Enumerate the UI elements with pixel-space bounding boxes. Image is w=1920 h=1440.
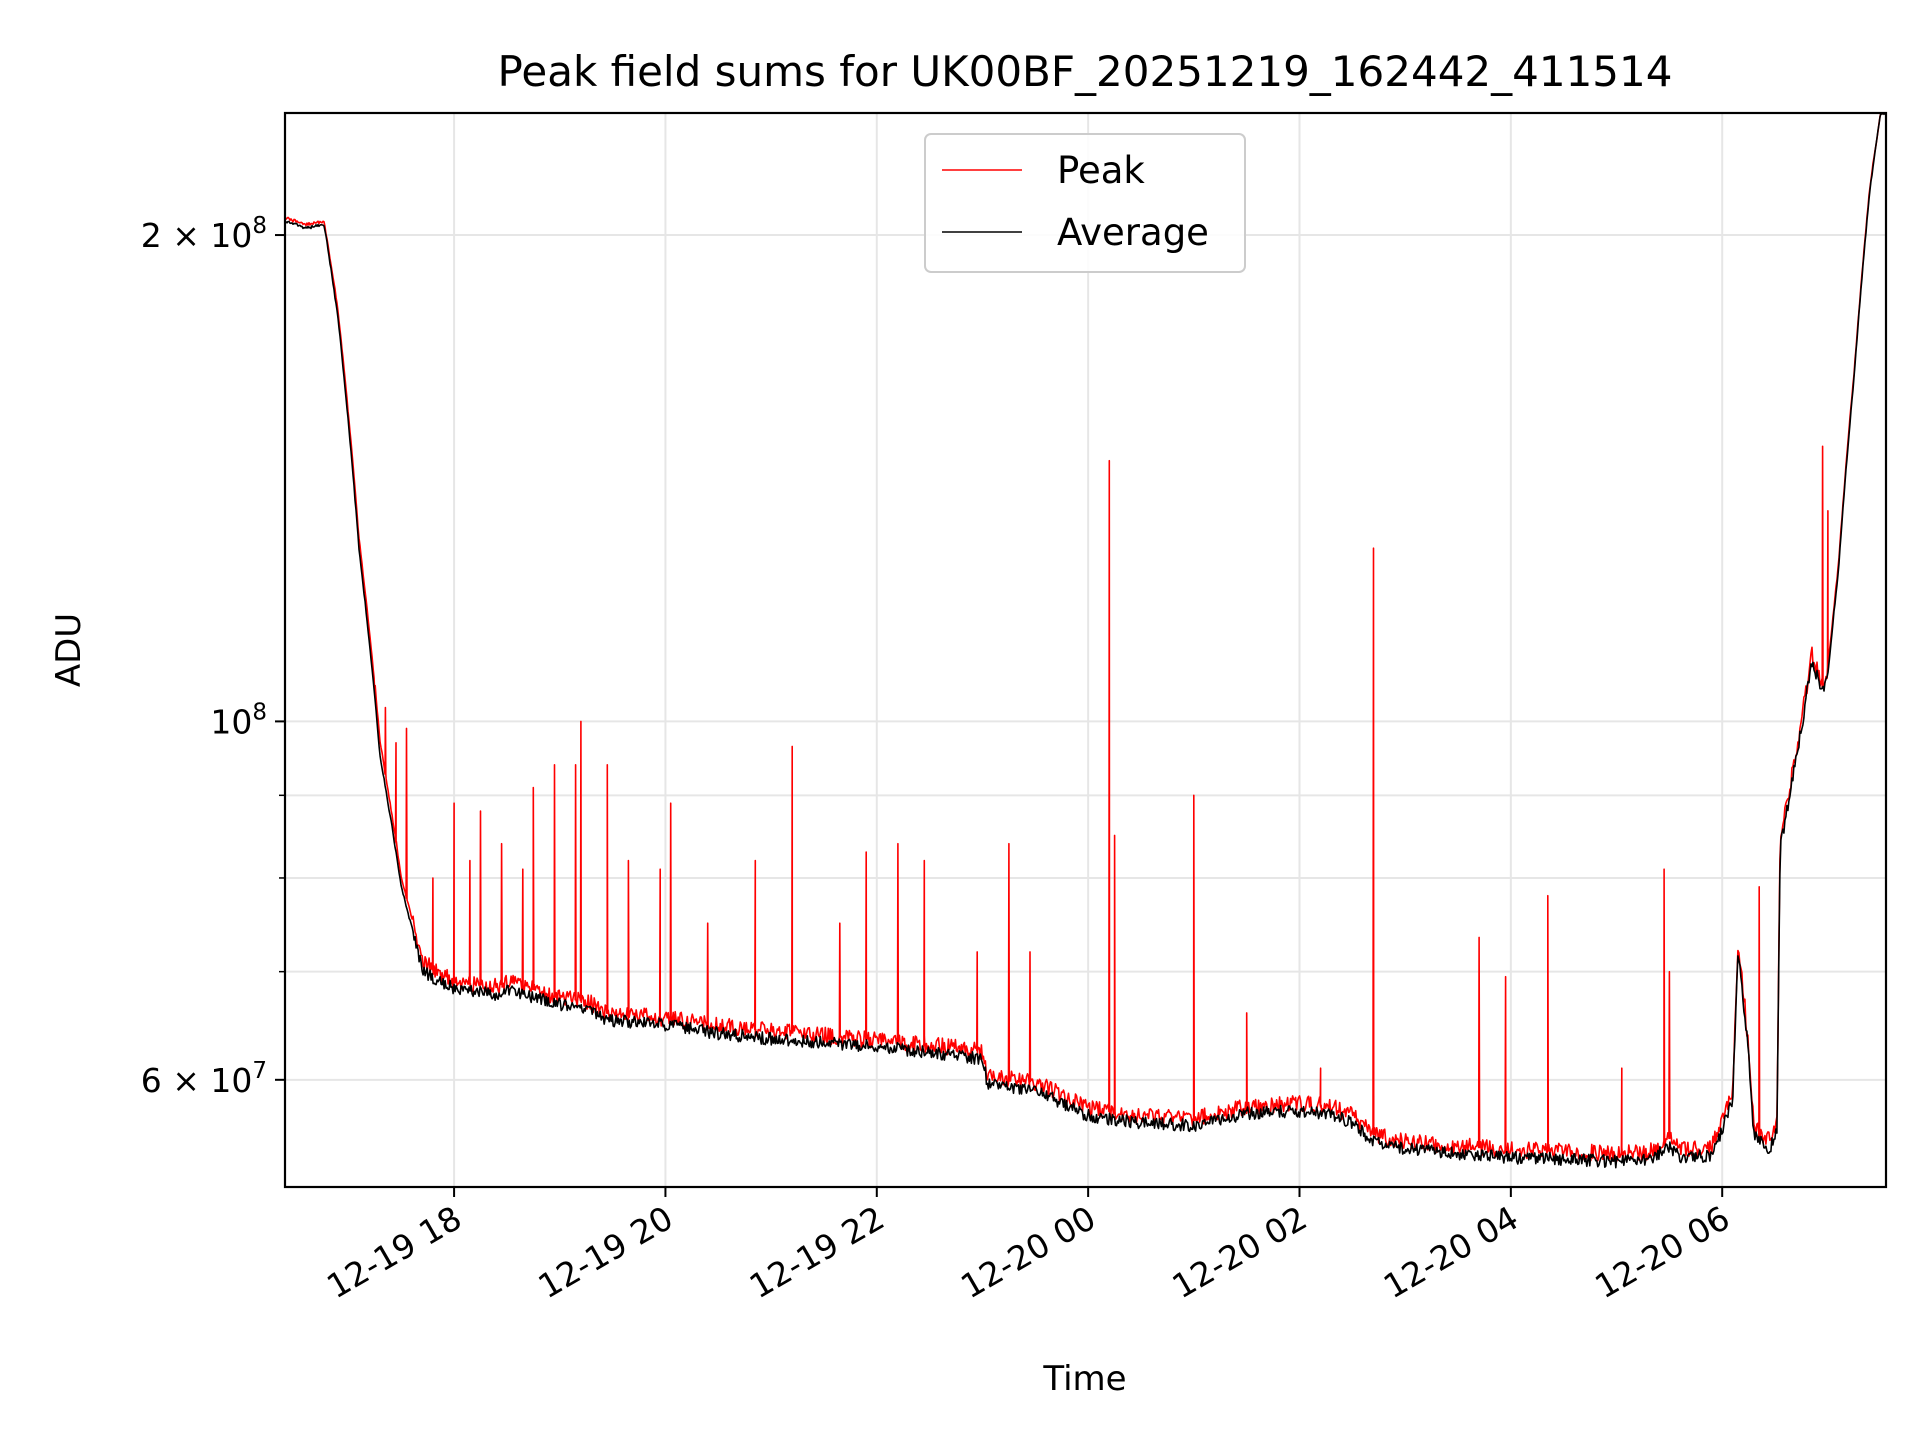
y-tick-label: 108 (210, 699, 267, 741)
y-tick-label: 2 × 108 (141, 213, 267, 255)
y-tick-label-base: 6 × 10 (141, 1061, 253, 1100)
y-tick-label: 6 × 107 (141, 1058, 267, 1100)
y-axis-label: ADU (49, 613, 89, 687)
series-line-average (285, 113, 1886, 1169)
legend: Peak Average (924, 133, 1246, 273)
chart-title: Peak field sums for UK00BF_20251219_1624… (498, 47, 1673, 96)
legend-label-peak: Peak (1057, 149, 1145, 192)
legend-box (924, 133, 1246, 273)
y-tick-label-base: 2 × 10 (141, 216, 253, 255)
x-axis-label: Time (1042, 1359, 1126, 1399)
y-tick-label-exponent: 8 (252, 699, 267, 725)
series-layer (285, 113, 1886, 1169)
plot-frame (283, 111, 1888, 1189)
y-tick-label-exponent: 7 (252, 1058, 267, 1084)
legend-label-average: Average (1057, 211, 1209, 254)
grid (285, 113, 1886, 1187)
y-tick-label-base: 10 (210, 702, 252, 741)
y-tick-label-exponent: 8 (252, 213, 267, 239)
